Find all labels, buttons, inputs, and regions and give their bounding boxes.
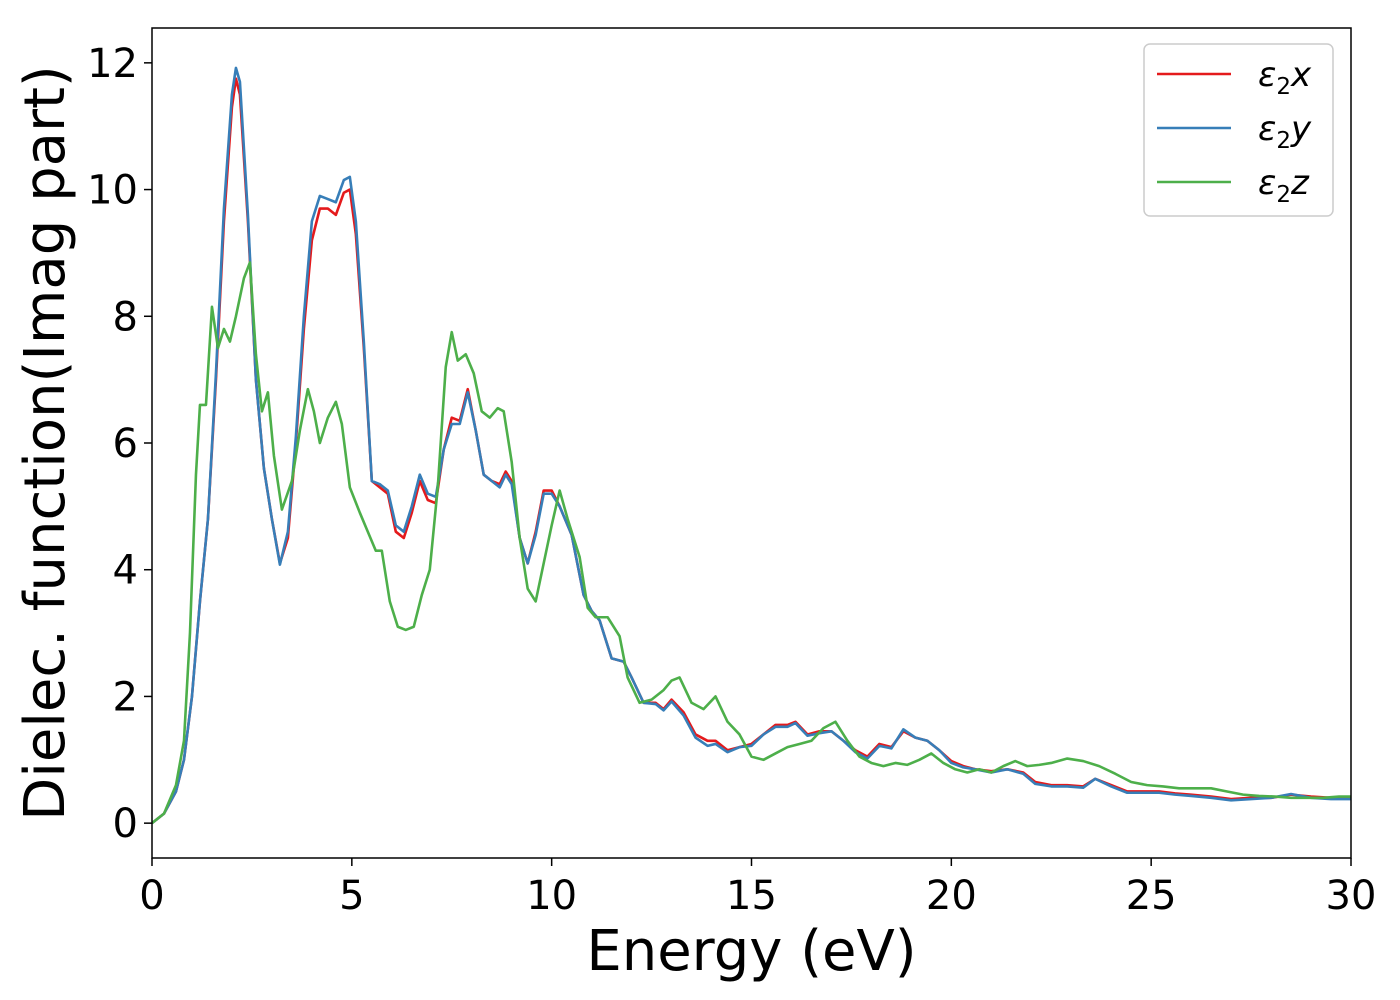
legend-label: ε2z	[1258, 163, 1310, 208]
y-axis-ticks: 0 2 4 6 8 10 12	[87, 41, 152, 847]
x-axis-title: Energy (eV)	[586, 919, 916, 984]
legend: ε2x ε2y ε2z	[1143, 43, 1334, 217]
x-tick-label: 5	[339, 873, 364, 919]
y-tick-label: 2	[113, 674, 138, 720]
y-tick-label: 12	[87, 41, 138, 87]
x-tick-label: 20	[926, 873, 977, 919]
legend-label: ε2y	[1258, 109, 1312, 154]
y-tick-label: 10	[87, 168, 138, 214]
y-axis-title: Dielec. function(Imag part)	[13, 65, 78, 821]
x-tick-label: 15	[726, 873, 777, 919]
x-tick-label: 30	[1326, 873, 1377, 919]
x-axis-ticks: 0 5 10 15 20 25 30	[139, 858, 1376, 919]
x-tick-label: 10	[526, 873, 577, 919]
x-tick-label: 0	[139, 873, 164, 919]
y-tick-label: 6	[113, 421, 138, 467]
y-tick-label: 8	[113, 294, 138, 340]
y-tick-label: 0	[113, 801, 138, 847]
x-tick-label: 25	[1126, 873, 1177, 919]
series-line-z	[152, 261, 1351, 825]
legend-label: ε2x	[1258, 55, 1312, 100]
legend-box	[1143, 43, 1334, 217]
y-tick-label: 4	[113, 548, 138, 594]
series-layer	[152, 66, 1351, 825]
